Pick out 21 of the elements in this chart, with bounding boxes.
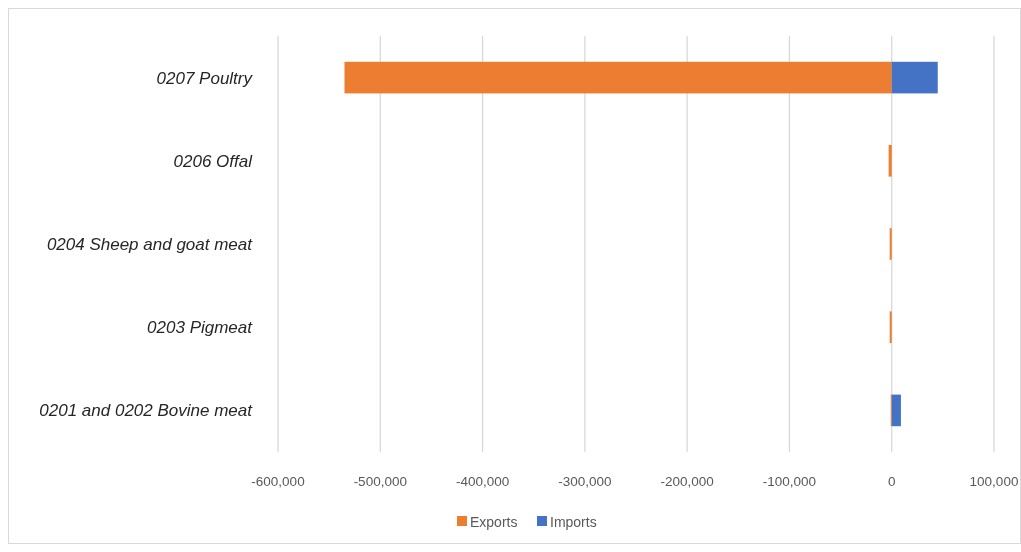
x-tick-label: -400,000 bbox=[455, 474, 510, 489]
bar bbox=[344, 61, 892, 94]
x-tick-label: -100,000 bbox=[762, 474, 817, 489]
bar bbox=[888, 144, 892, 177]
y-tick-label: 0207 Poultry bbox=[156, 68, 254, 88]
y-tick-label: 0204 Sheep and goat meat bbox=[46, 235, 254, 254]
legend-label: Imports bbox=[550, 514, 597, 530]
y-tick-label: 0206 Offal bbox=[173, 151, 254, 171]
bar bbox=[889, 311, 892, 344]
x-tick-label: -300,000 bbox=[558, 474, 612, 489]
x-tick-label: -600,000 bbox=[251, 474, 305, 489]
x-tick-label: -500,000 bbox=[353, 474, 407, 489]
y-tick-label: 0201 and 0202 Bovine meat bbox=[39, 401, 254, 421]
x-tick-label: 0 bbox=[887, 474, 896, 489]
bar bbox=[891, 61, 938, 94]
bar bbox=[889, 228, 892, 260]
y-tick-label: 0203 Pigmeat bbox=[147, 318, 254, 338]
bar bbox=[891, 394, 901, 427]
x-tick-label: -200,000 bbox=[660, 474, 714, 489]
legend-label: Exports bbox=[470, 514, 518, 530]
x-tick-label: 100,000 bbox=[969, 474, 1019, 489]
